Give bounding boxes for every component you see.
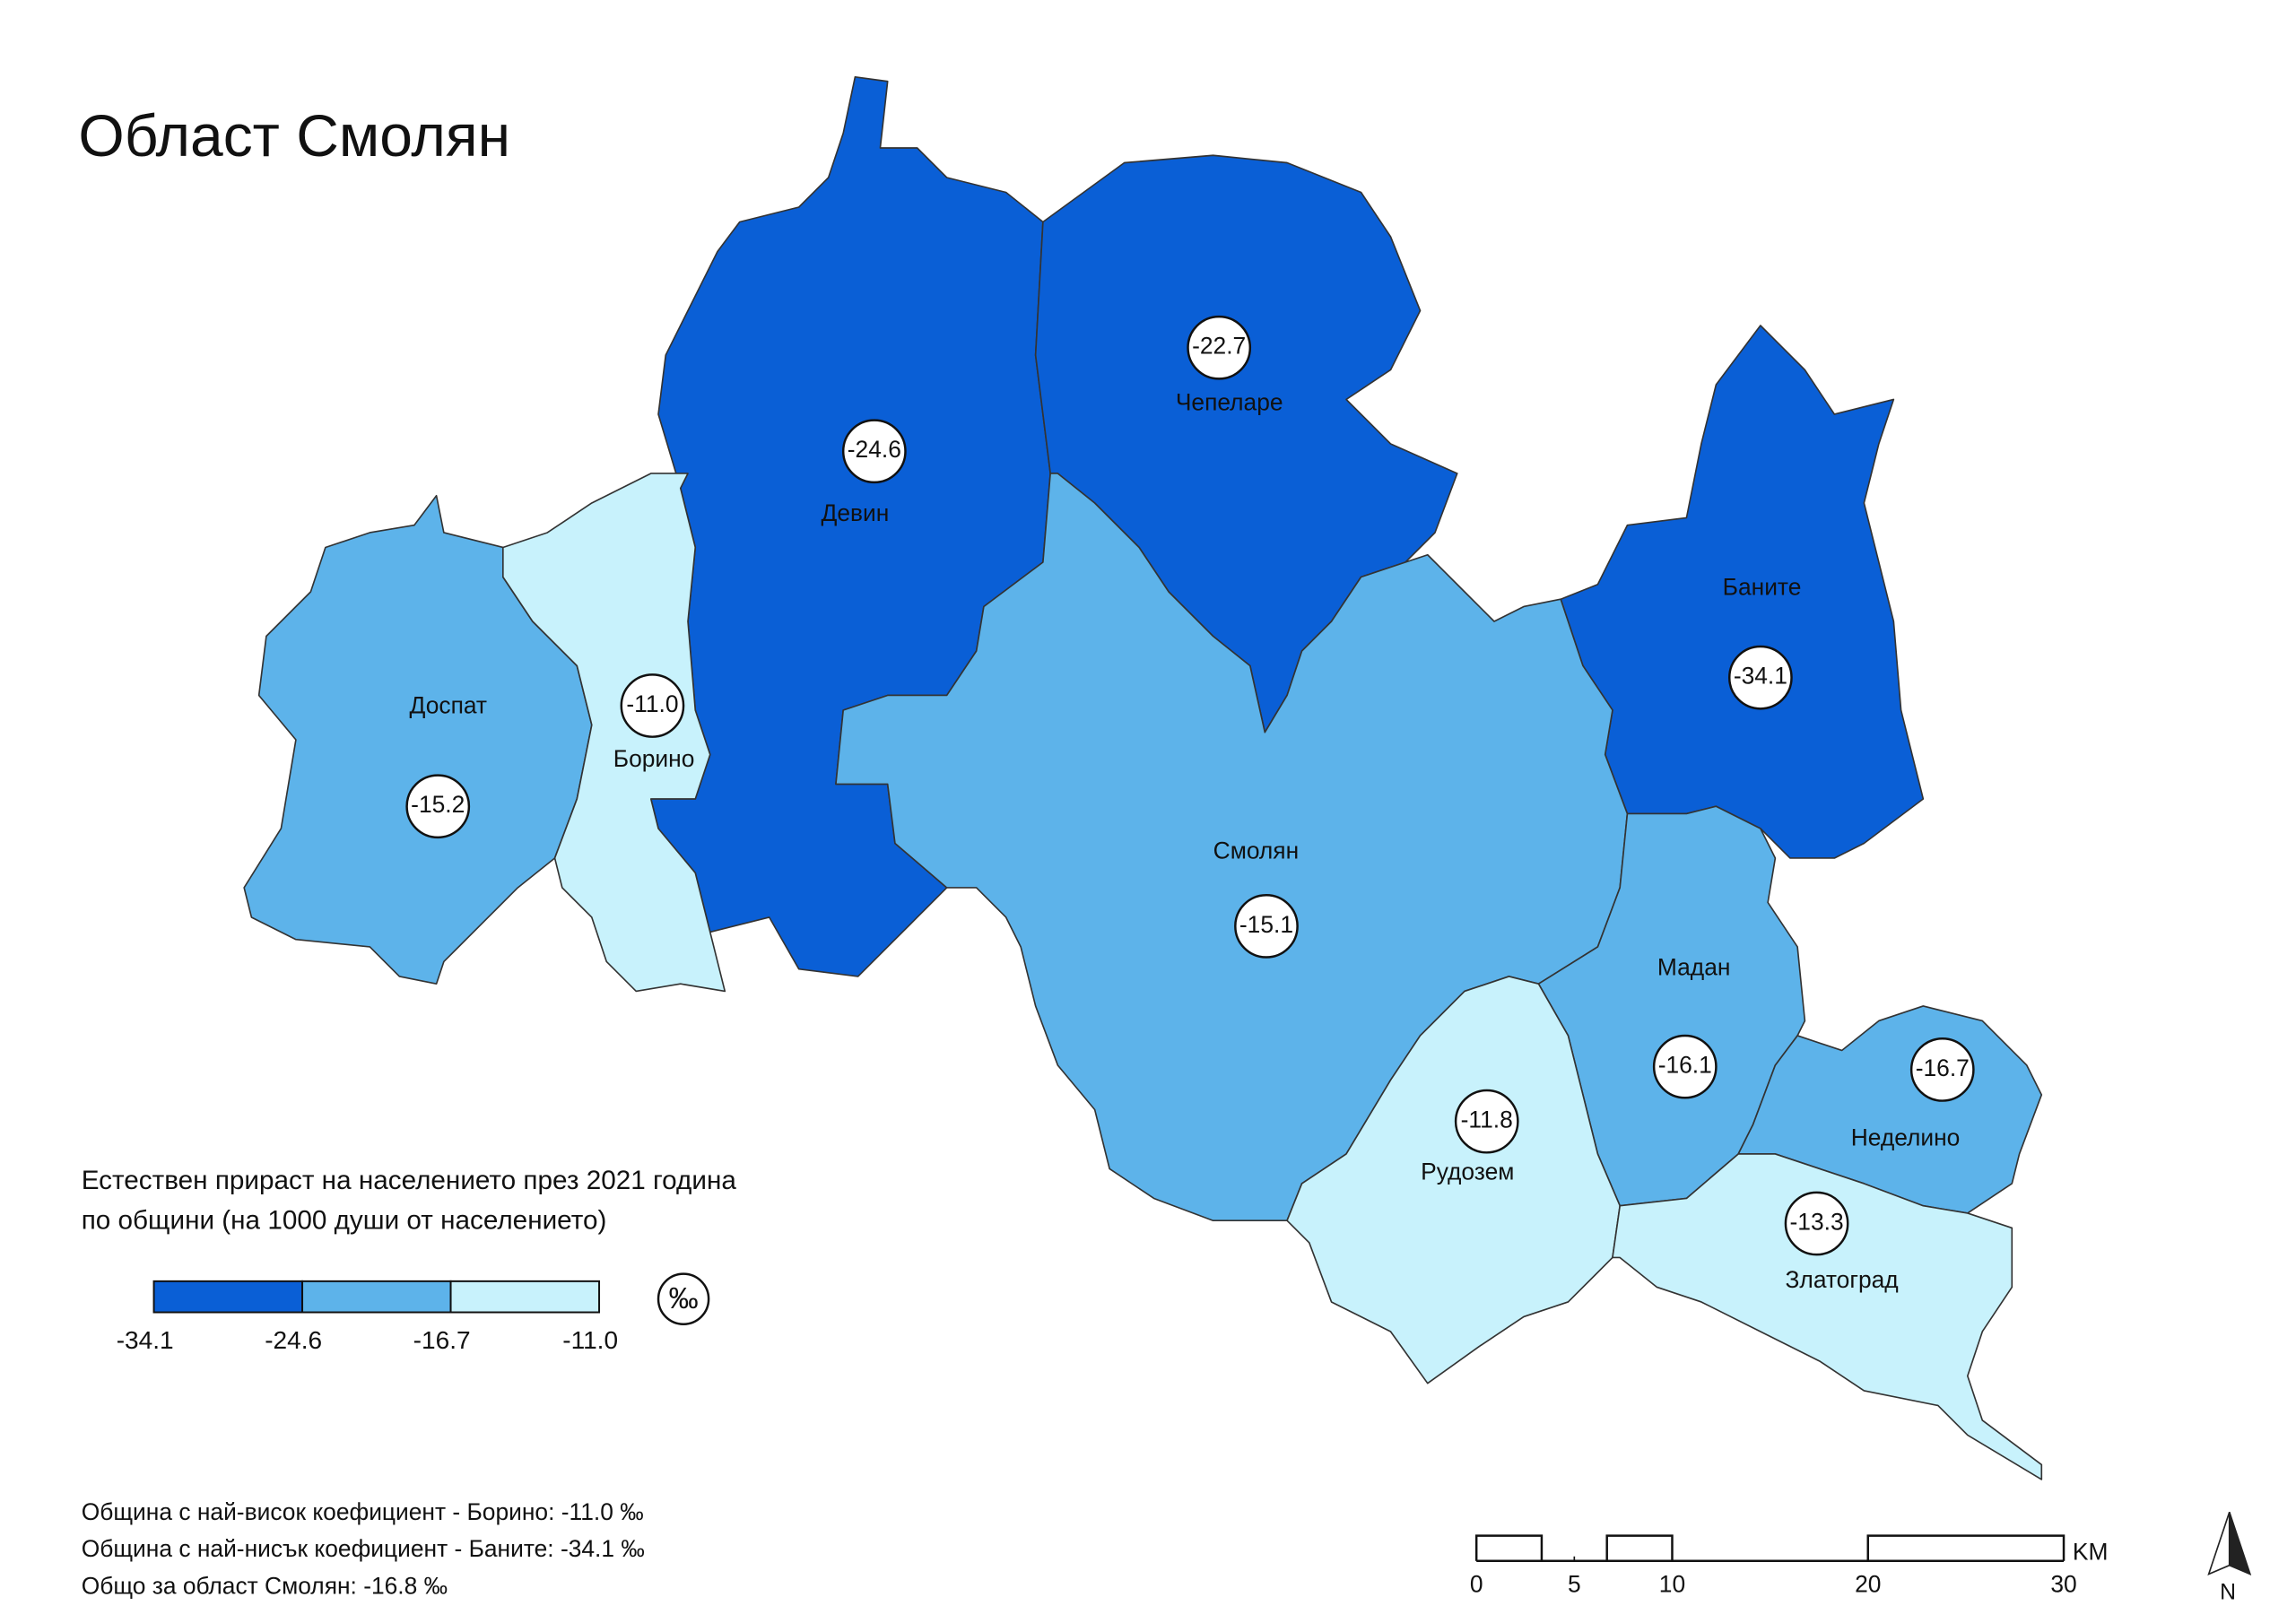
regions (243, 75, 2043, 1480)
note: Община с най-висок коефициент - Борино: … (82, 1498, 644, 1525)
legend-break-label: -24.6 (265, 1326, 322, 1354)
value-label: -34.1 (1734, 663, 1787, 690)
value-label: -13.3 (1790, 1208, 1844, 1235)
value-circle (1652, 1034, 1718, 1099)
legend-swatch (449, 1280, 601, 1314)
note: Общо за област Смолян: -16.8 ‰ (82, 1572, 448, 1599)
value-label: -16.1 (1658, 1052, 1712, 1079)
region-name: Чепеларе (1176, 388, 1283, 415)
note: Община с най-нисък коефициент - Баните: … (82, 1535, 645, 1562)
region-name: Девин (821, 499, 889, 526)
region-labels: Девин -24.6 Чепеларе -22.7 Баните -34.1 Смолян… (405, 315, 1975, 1293)
scale-bar-line (1474, 1534, 2066, 1562)
value-label: -16.7 (1916, 1055, 1970, 1081)
value-circle (405, 774, 471, 839)
value-label: -11.0 (626, 690, 678, 717)
value-label: -11.8 (1461, 1107, 1513, 1133)
value-label: -15.2 (411, 791, 465, 818)
north-arrow (2207, 1511, 2231, 1576)
value-circle (1728, 645, 1793, 710)
value-label: -22.7 (1192, 333, 1246, 360)
scale-tick-label: 0 (1470, 1571, 1483, 1598)
legend-break-label: -11.0 (562, 1326, 618, 1354)
value-circle (1234, 893, 1299, 959)
region-name: Златоград (1786, 1266, 1899, 1293)
legend: -34.1 -24.6 -16.7 -11.0 (117, 1280, 618, 1354)
region-name: Рудозем (1421, 1158, 1514, 1185)
legend-title: Естествен прираст на населението през 20… (82, 1166, 737, 1195)
scale-tick-label: 30 (2050, 1571, 2076, 1598)
scale-tick-label: 10 (1659, 1571, 1685, 1598)
scale-bar: 0 5 10 20 30 KM (1470, 1534, 2109, 1598)
north-arrow (2228, 1511, 2252, 1576)
map-title: Област Смолян (78, 102, 510, 169)
scale-tick-label: 5 (1568, 1571, 1581, 1598)
unit-symbol-circle (657, 1272, 710, 1325)
region-name: Баните (1723, 574, 1802, 601)
legend-swatch (152, 1280, 304, 1314)
scale-tick-label: 20 (1855, 1571, 1881, 1598)
value-circle (1187, 315, 1252, 380)
north-label: N (2220, 1581, 2236, 1605)
legend-swatch (301, 1280, 452, 1314)
region-name: Неделино (1851, 1124, 1961, 1150)
legend-break-label: -16.7 (413, 1326, 471, 1354)
value-label: -15.1 (1239, 911, 1293, 938)
region (1612, 1153, 2043, 1480)
region (1286, 976, 1622, 1384)
value-circle (1454, 1089, 1519, 1154)
scale-unit: KM (2073, 1538, 2109, 1565)
value-circle (841, 419, 907, 484)
value-circle (620, 673, 685, 738)
value-circle (1784, 1191, 1849, 1256)
region (501, 473, 726, 993)
region-name: Смолян (1213, 837, 1300, 864)
legend-title: по общини (на 1000 души от населението) (82, 1206, 607, 1236)
legend-break-label: -34.1 (117, 1326, 174, 1354)
value-label: -24.6 (848, 436, 901, 463)
value-circle (1909, 1037, 1975, 1102)
region-name: Мадан (1657, 954, 1731, 981)
region-name: Борино (613, 745, 695, 772)
region-name: Доспат (410, 692, 487, 719)
unit-symbol: ‰ (669, 1281, 699, 1315)
